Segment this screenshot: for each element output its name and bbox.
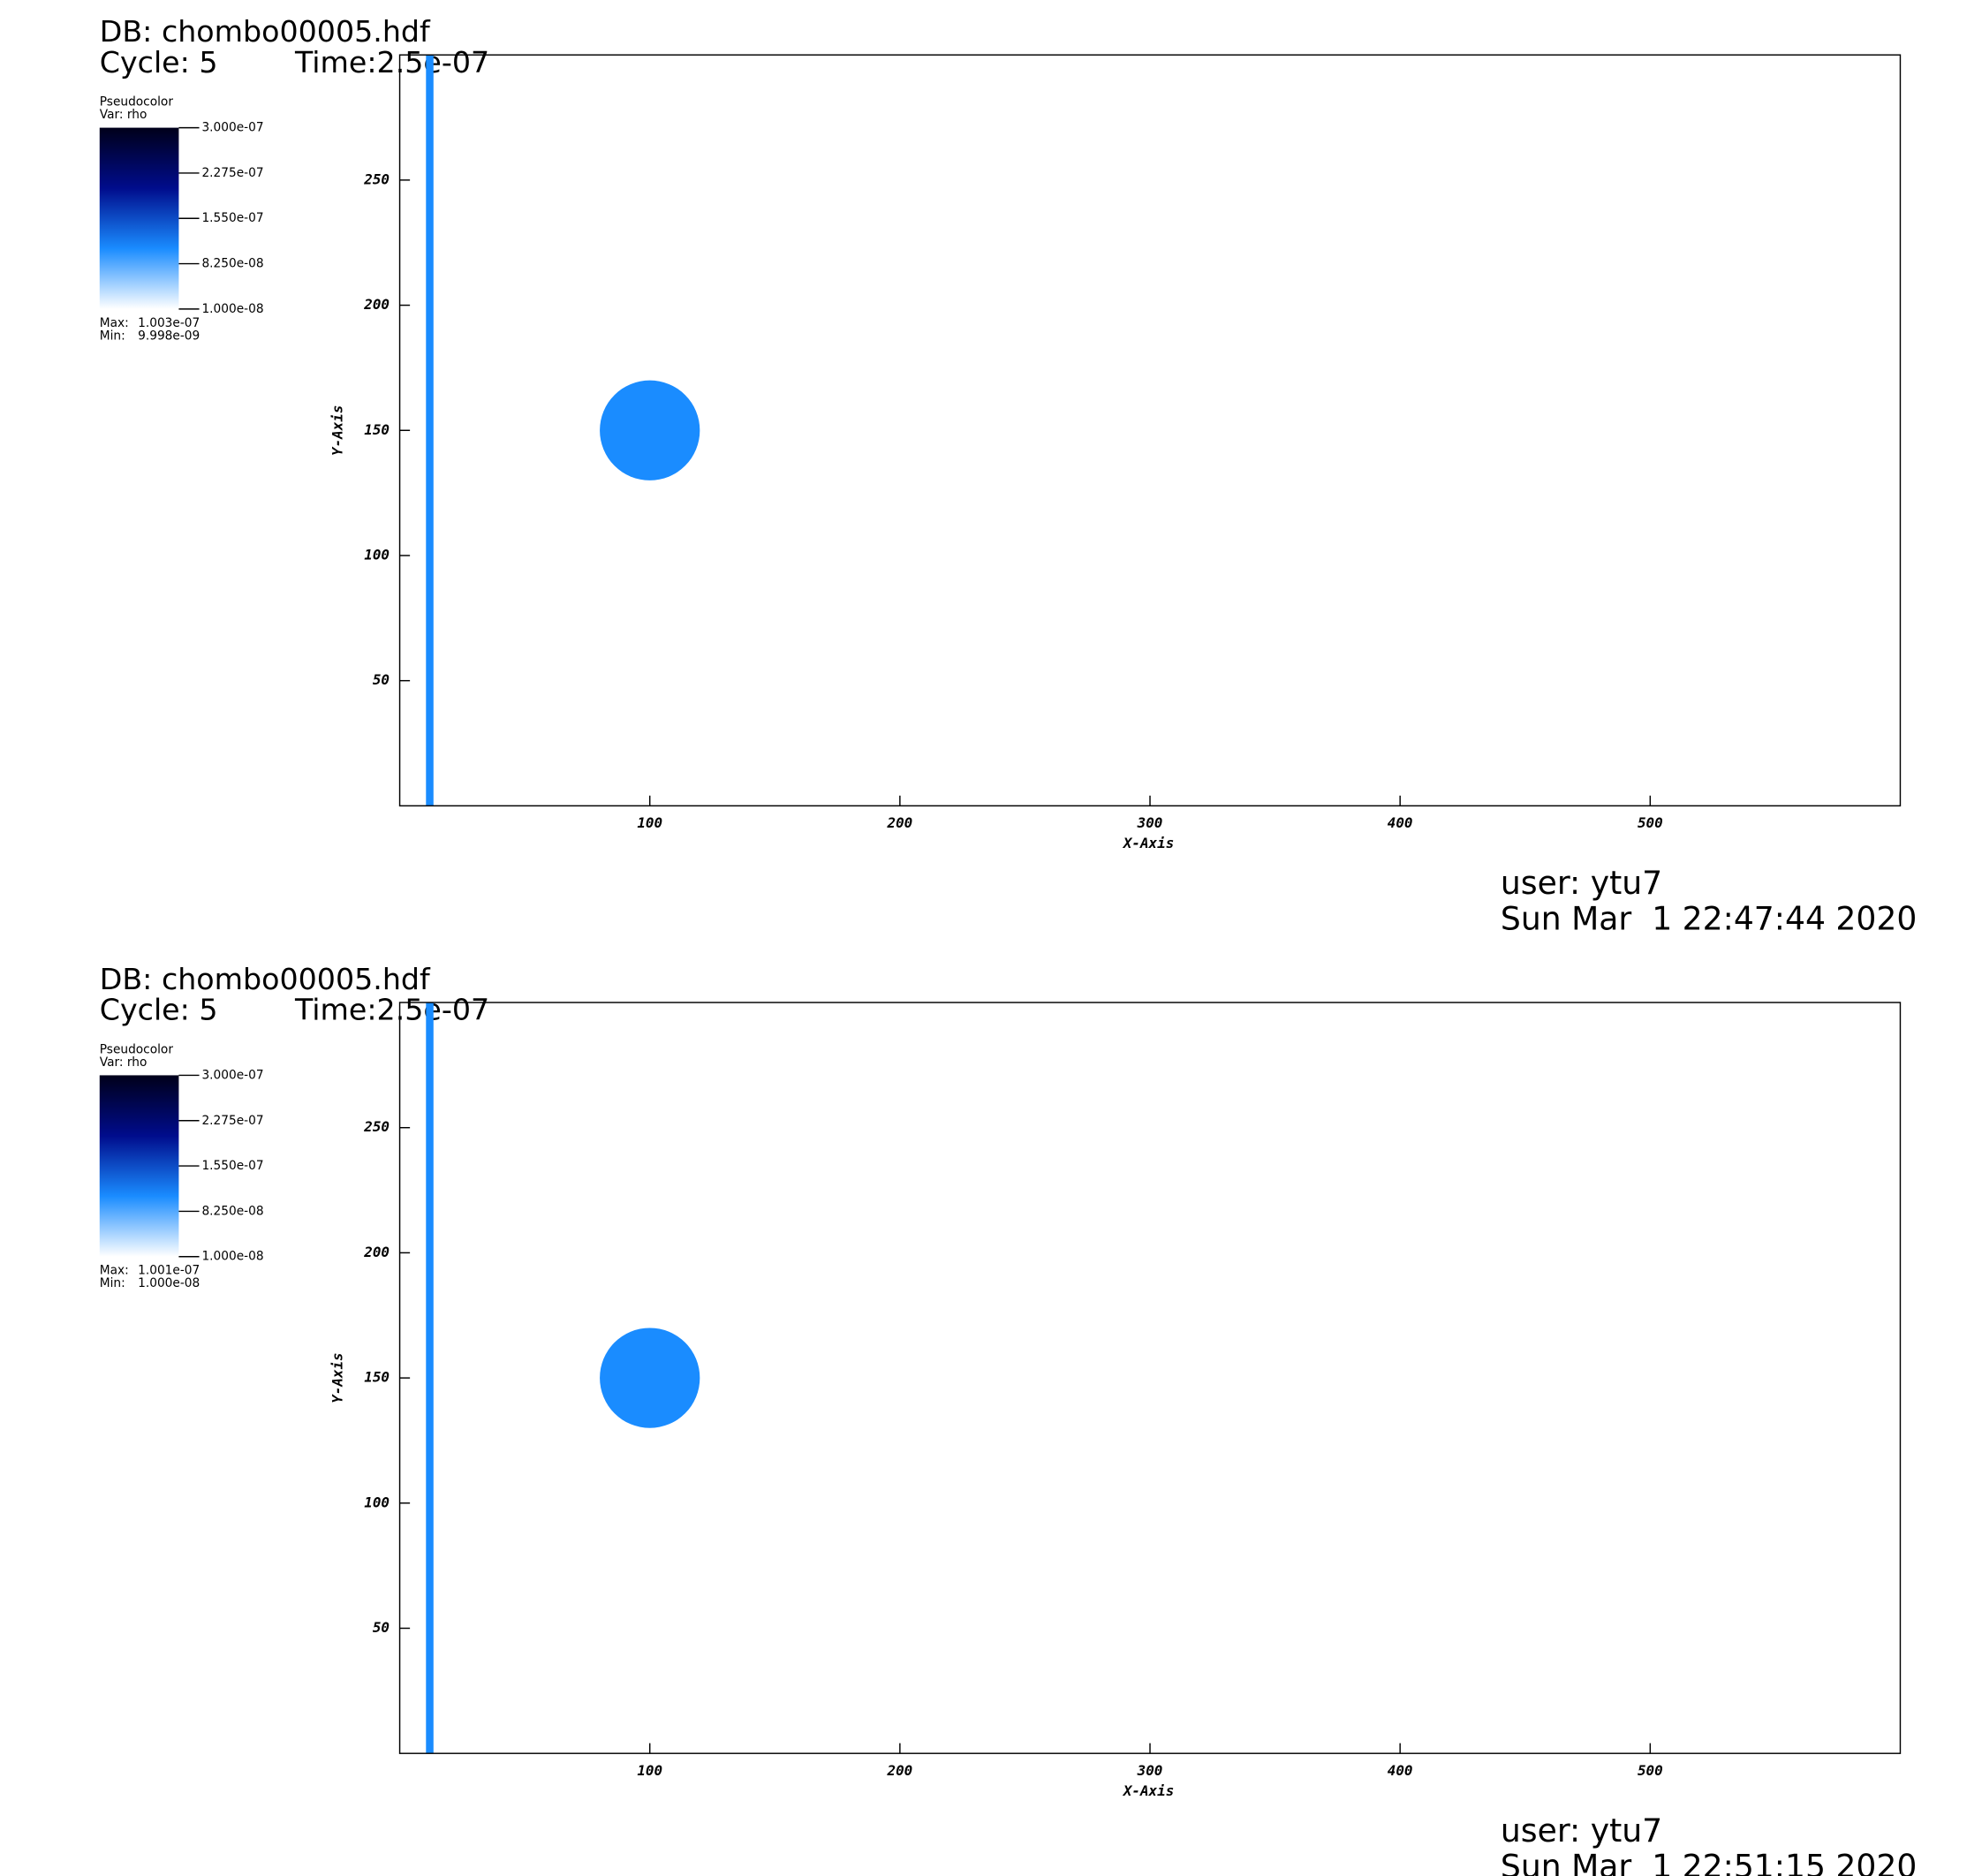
- x-tick-label: 500: [1638, 1762, 1663, 1779]
- colorbar-tick-label: 1.000e-08: [201, 1250, 263, 1264]
- colorbar-tick-label: 8.250e-08: [201, 257, 263, 271]
- y-tick-label: 200: [363, 296, 390, 313]
- stripe: [426, 1002, 434, 1754]
- y-tick-label: 100: [364, 546, 390, 563]
- stat-name: Min:: [100, 329, 125, 343]
- legend-title: Pseudocolor: [100, 1043, 174, 1057]
- y-tick-label: 100: [364, 1494, 390, 1510]
- x-tick-label: 500: [1638, 814, 1663, 831]
- x-tick-label: 400: [1388, 1762, 1413, 1779]
- stripe: [426, 55, 434, 806]
- x-axis-title: X-Axis: [1122, 1782, 1174, 1799]
- colorbar: [99, 127, 179, 309]
- stat-name: Max:: [100, 1264, 129, 1278]
- colorbar-tick-label: 3.000e-07: [201, 1068, 263, 1082]
- x-axis-title: X-Axis: [1122, 835, 1174, 851]
- y-axis-title: Y-Axis: [329, 405, 346, 456]
- user-label: user: ytu7: [1501, 1812, 1662, 1850]
- y-axis-title: Y-Axis: [329, 1352, 346, 1403]
- x-tick-label: 200: [887, 1762, 913, 1779]
- x-tick-label: 100: [637, 1762, 662, 1779]
- colorbar-tick-label: 3.000e-07: [201, 121, 263, 135]
- y-tick-label: 150: [364, 1369, 390, 1386]
- y-tick-label: 200: [363, 1244, 390, 1260]
- cycle-label: Cycle: 5: [100, 45, 218, 79]
- circle-feature: [600, 1328, 700, 1428]
- circle-feature: [600, 380, 700, 480]
- db-label: DB: chombo00005.hdf: [100, 14, 431, 49]
- colorbar-tick-label: 1.000e-08: [201, 302, 263, 316]
- time-label: Time:2.5e-07: [294, 45, 489, 79]
- x-tick-label: 300: [1137, 1762, 1163, 1779]
- legend-var: Var: rho: [100, 1055, 148, 1070]
- stat-value: 1.003e-07: [138, 316, 200, 330]
- y-tick-label: 250: [363, 1118, 390, 1135]
- stat-name: Max:: [100, 316, 129, 330]
- stat-value: 9.998e-09: [138, 329, 200, 343]
- colorbar: [99, 1075, 179, 1257]
- stat-value: 1.001e-07: [138, 1264, 200, 1278]
- colorbar-tick-label: 8.250e-08: [201, 1204, 263, 1218]
- date-label: Sun Mar 1 22:51:15 2020: [1501, 1847, 1917, 1876]
- y-tick-label: 50: [373, 671, 390, 688]
- user-label: user: ytu7: [1501, 864, 1662, 902]
- colorbar-tick-label: 1.550e-07: [201, 211, 263, 225]
- time-label: Time:2.5e-07: [294, 993, 489, 1027]
- cycle-label: Cycle: 5: [100, 993, 218, 1027]
- legend-var: Var: rho: [100, 108, 148, 122]
- db-label: DB: chombo00005.hdf: [100, 962, 431, 996]
- colorbar-tick-label: 1.550e-07: [201, 1159, 263, 1173]
- date-label: Sun Mar 1 22:47:44 2020: [1501, 899, 1917, 937]
- y-tick-label: 50: [373, 1619, 390, 1636]
- x-tick-label: 200: [887, 814, 913, 831]
- y-tick-label: 250: [363, 170, 390, 187]
- stat-name: Min:: [100, 1276, 125, 1290]
- legend-title: Pseudocolor: [100, 95, 174, 110]
- x-tick-label: 300: [1137, 814, 1163, 831]
- colorbar-tick-label: 2.275e-07: [201, 1114, 263, 1128]
- x-tick-label: 400: [1388, 814, 1413, 831]
- stat-value: 1.000e-08: [138, 1276, 200, 1290]
- y-tick-label: 150: [364, 421, 390, 438]
- x-tick-label: 100: [637, 814, 662, 831]
- colorbar-tick-label: 2.275e-07: [201, 166, 263, 180]
